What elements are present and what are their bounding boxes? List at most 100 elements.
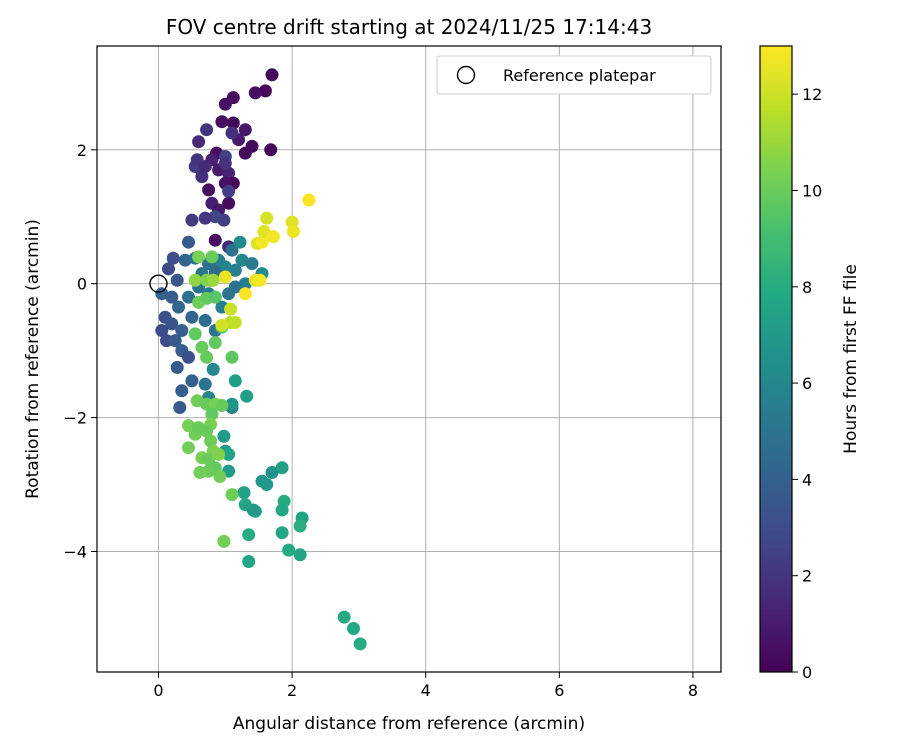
data-point (172, 300, 185, 314)
data-point (224, 302, 238, 316)
data-point (192, 421, 206, 435)
data-point (206, 273, 220, 287)
colorbar-gradient (759, 45, 793, 673)
colorbar-tick-label: 6 (802, 374, 812, 393)
data-point (222, 184, 236, 198)
data-point (275, 503, 289, 517)
data-point (208, 233, 222, 247)
data-point (200, 123, 214, 137)
data-point (202, 183, 216, 197)
data-point (206, 362, 220, 376)
data-point (215, 318, 229, 332)
y-axis-ticks: −4 −2 0 2 (63, 141, 97, 561)
y-tick-label: −2 (63, 409, 87, 428)
legend-reference-marker (456, 65, 476, 85)
colorbar-tick-label: 10 (802, 181, 822, 200)
data-point (205, 407, 219, 421)
y-tick-label: 0 (77, 275, 87, 294)
plot-area: 0 2 4 6 8 −4 −2 0 2 (63, 45, 722, 700)
data-point (198, 211, 212, 225)
reference-platepar-marker (149, 274, 168, 293)
data-point (260, 211, 274, 225)
data-point (222, 196, 236, 210)
data-point (222, 166, 236, 180)
data-point (218, 260, 232, 274)
data-point (353, 637, 367, 651)
data-point (212, 447, 226, 461)
data-point (255, 235, 269, 249)
colorbar-ticks: 0 2 4 6 8 10 12 (792, 85, 822, 682)
data-point (265, 68, 279, 82)
data-point (225, 397, 239, 411)
data-point (193, 466, 207, 479)
data-point (218, 270, 232, 284)
data-point (265, 466, 279, 479)
data-point (215, 399, 229, 412)
data-point (185, 310, 199, 324)
data-points (155, 68, 367, 651)
data-point (208, 290, 222, 304)
x-tick-label: 0 (153, 681, 163, 700)
data-point (253, 273, 267, 287)
data-point (182, 235, 195, 249)
data-point (182, 441, 195, 455)
colorbar-label: Hours from first FF file (841, 264, 861, 454)
data-point (235, 253, 249, 267)
data-point (293, 548, 307, 562)
data-point (198, 314, 212, 327)
data-point (225, 243, 239, 257)
data-point (185, 374, 199, 388)
data-point (175, 324, 189, 337)
data-point (228, 316, 242, 329)
x-axis-ticks: 0 2 4 6 8 (153, 672, 698, 700)
data-point (155, 324, 169, 337)
data-point (218, 97, 232, 111)
data-point (286, 225, 300, 238)
data-point (188, 327, 202, 341)
data-point (217, 213, 231, 227)
legend-label: Reference platepar (503, 66, 656, 85)
data-point (245, 257, 259, 271)
data-point (165, 290, 179, 304)
data-point (182, 350, 195, 364)
chart-title: FOV centre drift starting at 2024/11/25 … (166, 15, 652, 39)
data-point (192, 135, 206, 149)
data-point (178, 253, 192, 267)
data-point (204, 434, 218, 448)
data-point (217, 534, 231, 548)
data-point (238, 123, 252, 137)
colorbar-tick-label: 8 (802, 278, 812, 297)
data-point (208, 336, 222, 350)
x-tick-label: 8 (688, 681, 698, 700)
data-point (192, 250, 206, 264)
data-point (173, 401, 187, 414)
data-point (302, 193, 316, 207)
data-point (168, 334, 182, 348)
colorbar-tick-label: 4 (802, 470, 812, 489)
data-point (170, 360, 184, 374)
colorbar: 0 2 4 6 8 10 12 Hours from first FF file (759, 45, 861, 682)
data-point (282, 543, 296, 557)
data-point (293, 519, 307, 533)
data-point (225, 350, 239, 364)
x-tick-label: 6 (554, 681, 564, 700)
data-point (225, 126, 239, 140)
x-tick-label: 2 (287, 681, 297, 700)
data-point (275, 526, 289, 540)
data-point (185, 213, 199, 227)
data-point (155, 287, 169, 301)
data-point (195, 170, 209, 184)
data-point (205, 250, 219, 264)
data-point (246, 503, 260, 517)
data-point (188, 273, 202, 287)
data-point (237, 486, 251, 500)
data-point (264, 143, 278, 157)
plot-frame (96, 45, 722, 673)
data-point (248, 86, 262, 100)
data-point (337, 610, 351, 624)
data-point (275, 461, 289, 475)
data-point (200, 350, 214, 364)
colorbar-tick-label: 2 (802, 567, 812, 586)
data-point (198, 377, 212, 391)
data-point (175, 384, 189, 398)
